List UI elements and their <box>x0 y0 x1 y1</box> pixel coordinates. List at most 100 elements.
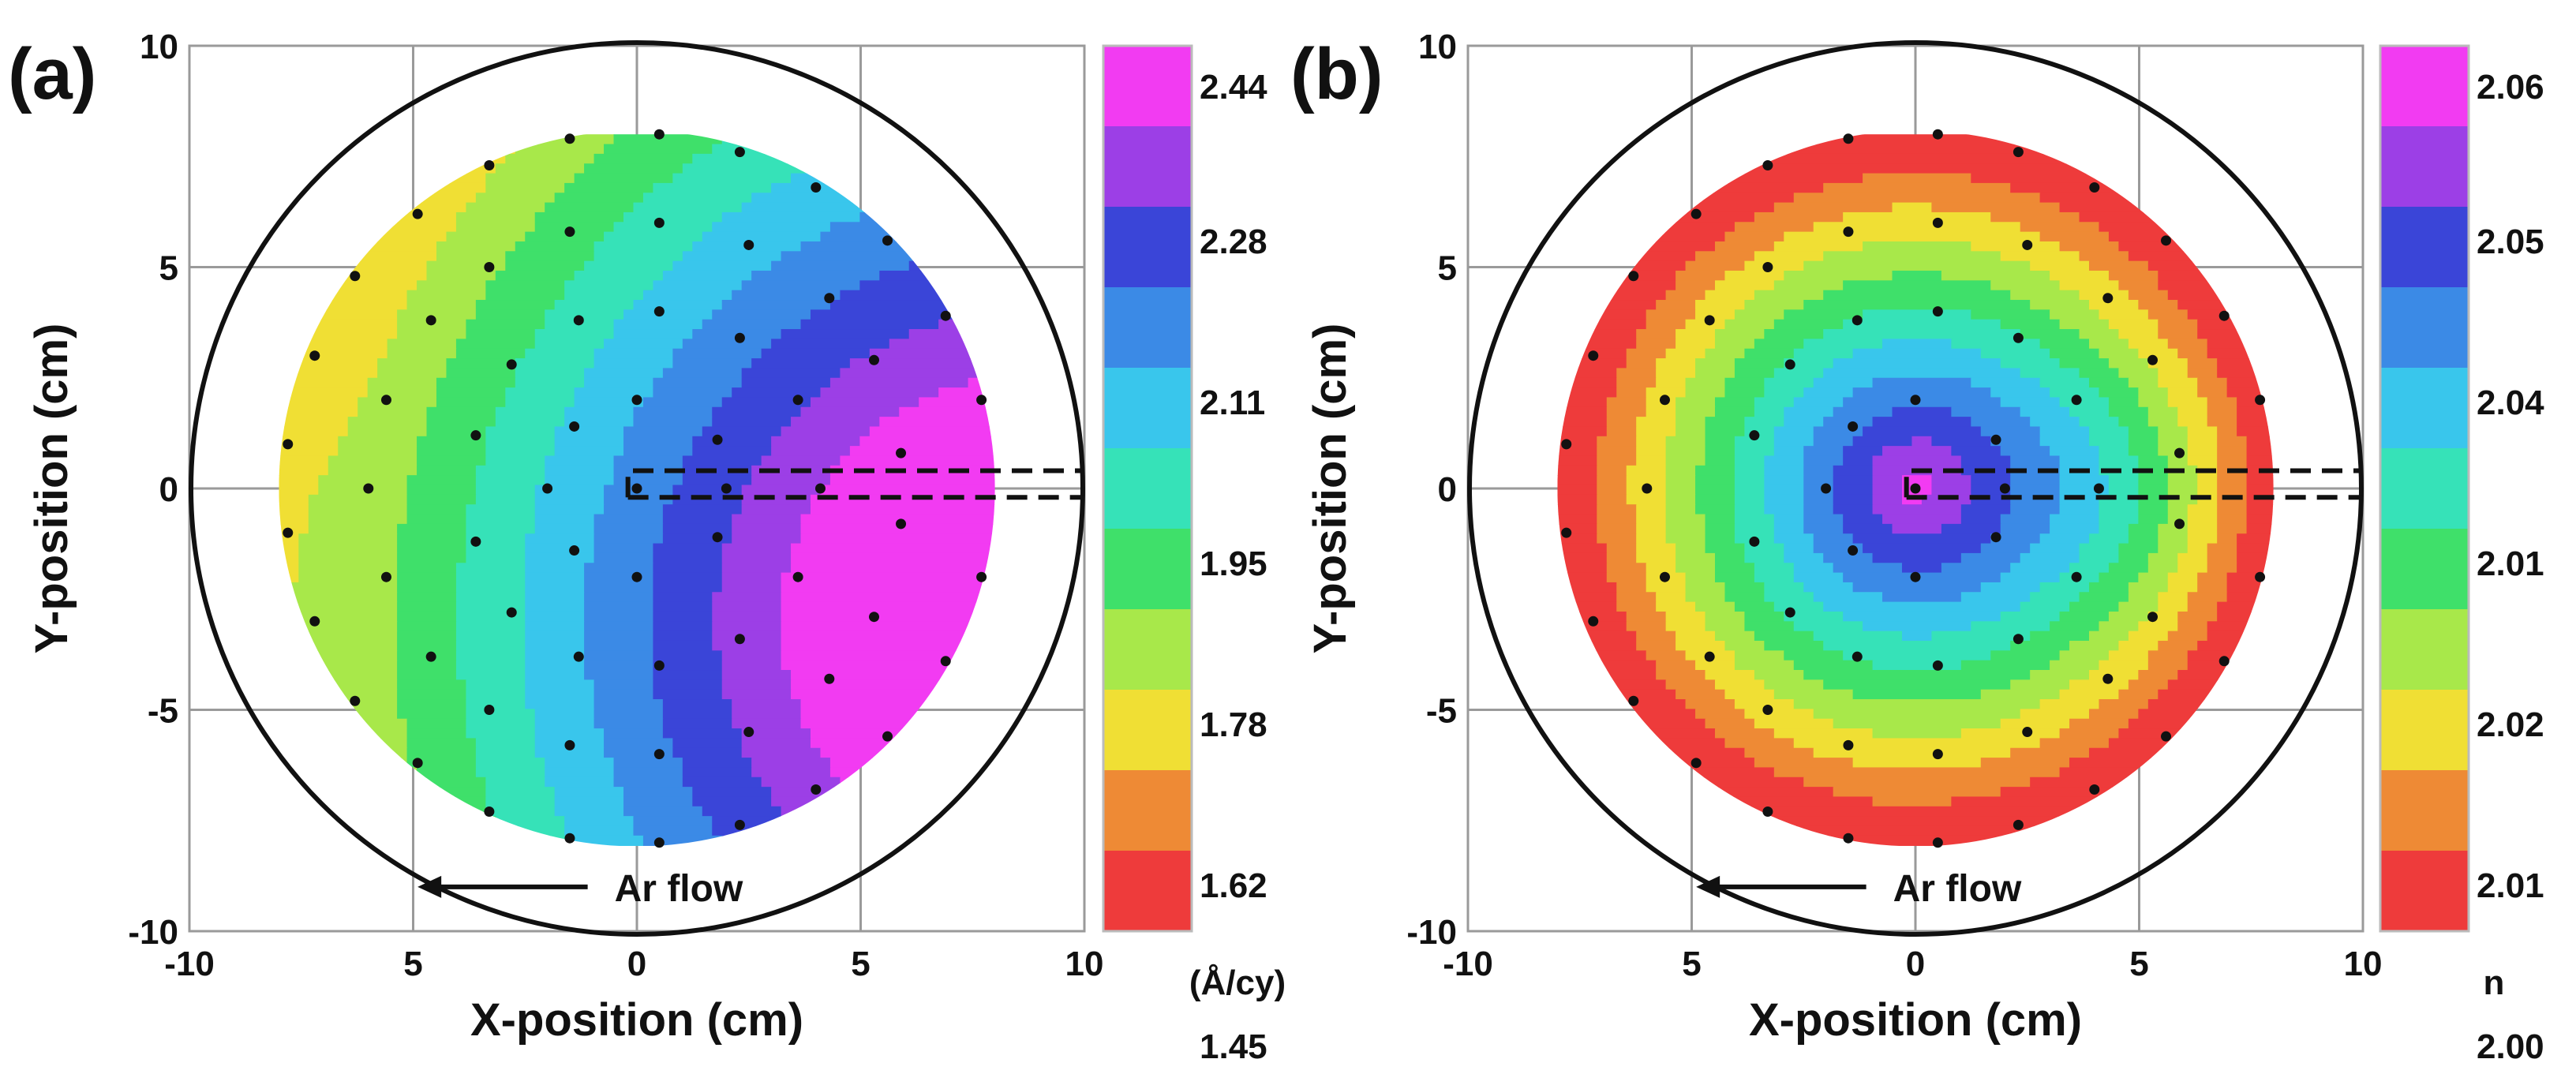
contour-cell <box>564 816 635 827</box>
contour-cell <box>318 475 408 486</box>
contour-cell <box>279 436 339 447</box>
contour-cell <box>2118 543 2159 554</box>
contour-cell <box>1882 339 1953 350</box>
contour-cell <box>1744 163 2090 174</box>
contour-cell <box>2108 563 2149 574</box>
contour-cell <box>446 231 526 242</box>
measurement-point <box>653 306 665 317</box>
contour-cell <box>2197 572 2228 583</box>
contour-cell <box>2197 329 2248 340</box>
measurement-point <box>2255 395 2266 406</box>
contour-cell <box>1636 241 1716 253</box>
contour-cell <box>505 251 595 262</box>
contour-cell <box>1705 670 1755 681</box>
contour-cell <box>1676 631 1716 642</box>
contour-cell <box>1676 543 1706 554</box>
contour-cell <box>721 582 782 593</box>
contour-cell <box>1882 446 1953 457</box>
contour-cell <box>417 767 477 778</box>
contour-cell <box>604 504 664 515</box>
measurement-point <box>2147 354 2159 365</box>
measurement-point <box>1852 651 1863 662</box>
contour-cell <box>1626 611 1667 623</box>
measurement-point <box>283 439 294 450</box>
contour-cell <box>1793 563 1834 574</box>
contour-cell <box>732 387 822 399</box>
contour-cell <box>2059 475 2110 486</box>
contour-cell <box>2069 601 2120 612</box>
measurement-point <box>2102 673 2114 684</box>
contour-cell <box>682 465 752 476</box>
contour-cell <box>1852 533 1992 544</box>
contour-cell <box>574 387 654 399</box>
contour-cell <box>485 446 556 457</box>
contour-cell <box>2088 300 2140 311</box>
contour-cell <box>781 582 989 593</box>
contour-cell <box>1626 494 1667 505</box>
contour-cell <box>2128 446 2159 457</box>
contour-cell <box>308 650 398 661</box>
contour-cell <box>1990 436 2041 447</box>
contour-cell <box>1656 377 1687 388</box>
contour-cell <box>2099 523 2129 535</box>
y-tick-b: 5 <box>1438 249 1457 288</box>
contour-cell <box>406 718 467 729</box>
contour-cell <box>564 406 635 417</box>
contour-cell <box>593 241 694 253</box>
contour-cell <box>525 582 585 593</box>
contour-cell <box>1705 446 1735 457</box>
contour-cell <box>1695 475 1735 486</box>
contour-cell <box>2069 758 2159 769</box>
contour-cell <box>1784 270 1893 282</box>
contour-cell <box>662 368 743 379</box>
contour-cell <box>653 387 733 399</box>
contour-cell <box>397 329 467 340</box>
contour-cell <box>633 300 723 311</box>
contour-cell <box>1803 475 1834 486</box>
contour-cell <box>721 211 861 223</box>
contour-cell <box>2128 426 2159 437</box>
contour-cell <box>2010 182 2120 194</box>
contour-cell <box>1606 563 1647 574</box>
contour-cell <box>2217 504 2248 515</box>
contour-cell <box>829 465 995 476</box>
contour-cell <box>2108 475 2140 486</box>
contour-cell <box>1557 397 1608 408</box>
contour-cell <box>1557 514 1598 525</box>
contour-cell <box>387 339 457 350</box>
contour-cell <box>328 679 398 690</box>
contour-cell <box>1557 494 1598 505</box>
contour-cell <box>397 631 457 642</box>
contour-cell <box>623 309 713 320</box>
contour-cell <box>1773 767 2061 778</box>
contour-cell <box>2099 309 2149 320</box>
measurement-point <box>631 395 642 406</box>
contour-cell <box>406 300 477 311</box>
contour-cell <box>2187 504 2218 515</box>
contour-cell <box>2010 475 2061 486</box>
contour-cell <box>475 758 545 769</box>
contour-cell <box>1960 552 2021 564</box>
contour-cell <box>682 455 762 466</box>
colorbar-band <box>1103 126 1192 208</box>
contour-cell <box>1636 718 1706 729</box>
contour-cell <box>288 592 398 603</box>
contour-cell <box>318 300 408 311</box>
contour-cell <box>1676 552 1716 564</box>
measurement-point <box>380 395 391 406</box>
contour-cell <box>1665 446 1706 457</box>
measurement-point <box>2071 395 2082 406</box>
contour-cell <box>613 475 683 486</box>
contour-cell <box>515 144 605 155</box>
measurement-point <box>653 660 665 671</box>
contour-cell <box>2158 689 2218 700</box>
contour-cell <box>1557 563 1608 574</box>
colorbar-band <box>1103 46 1192 127</box>
contour-cell <box>1764 387 1805 399</box>
contour-cell <box>2128 251 2199 262</box>
contour-cell <box>1734 523 1775 535</box>
contour-cell <box>1764 592 1814 603</box>
measurement-point <box>484 806 495 818</box>
contour-cell <box>849 446 995 457</box>
contour-cell <box>1656 601 1696 612</box>
